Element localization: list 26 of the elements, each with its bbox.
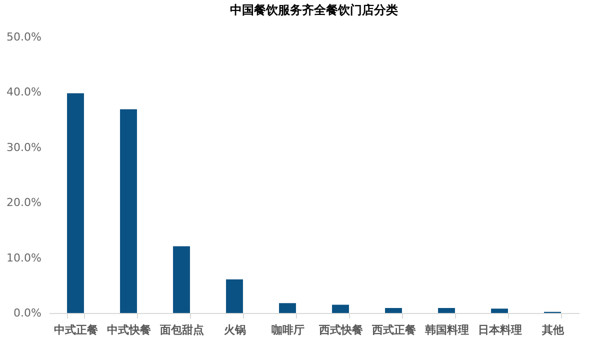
y-tick-label: 20.0% xyxy=(6,196,42,210)
bar xyxy=(332,304,349,313)
x-tick-label: 韩国料理 xyxy=(424,324,469,336)
y-tick-label: 0.0% xyxy=(14,306,42,320)
x-tick-label: 中式快餐 xyxy=(107,324,151,336)
y-tick-label: 30.0% xyxy=(6,140,42,154)
x-tick-label: 西式快餐 xyxy=(318,324,363,336)
bar xyxy=(279,303,296,313)
bar xyxy=(67,93,84,313)
y-tick-label: 10.0% xyxy=(6,251,42,264)
y-tick-label: 50.0% xyxy=(6,30,42,44)
bar xyxy=(491,308,508,313)
bar xyxy=(173,246,190,313)
x-tick-label: 面包甜点 xyxy=(159,324,204,336)
x-tick-label: 咖啡厅 xyxy=(272,324,304,336)
y-tick-label: 40.0% xyxy=(6,86,42,99)
x-tick-label: 火锅 xyxy=(224,324,246,336)
x-tick-label: 西式正餐 xyxy=(371,324,416,336)
bar xyxy=(120,109,137,313)
x-tick-label: 其他 xyxy=(541,324,565,336)
bar xyxy=(226,279,243,313)
bar xyxy=(385,308,402,313)
x-tick-label: 中式正餐 xyxy=(54,324,98,336)
bar xyxy=(438,308,455,313)
x-tick-label: 日本料理 xyxy=(478,324,522,336)
chart-title: 中国餐饮服务齐全餐饮门店分类 xyxy=(230,3,398,17)
